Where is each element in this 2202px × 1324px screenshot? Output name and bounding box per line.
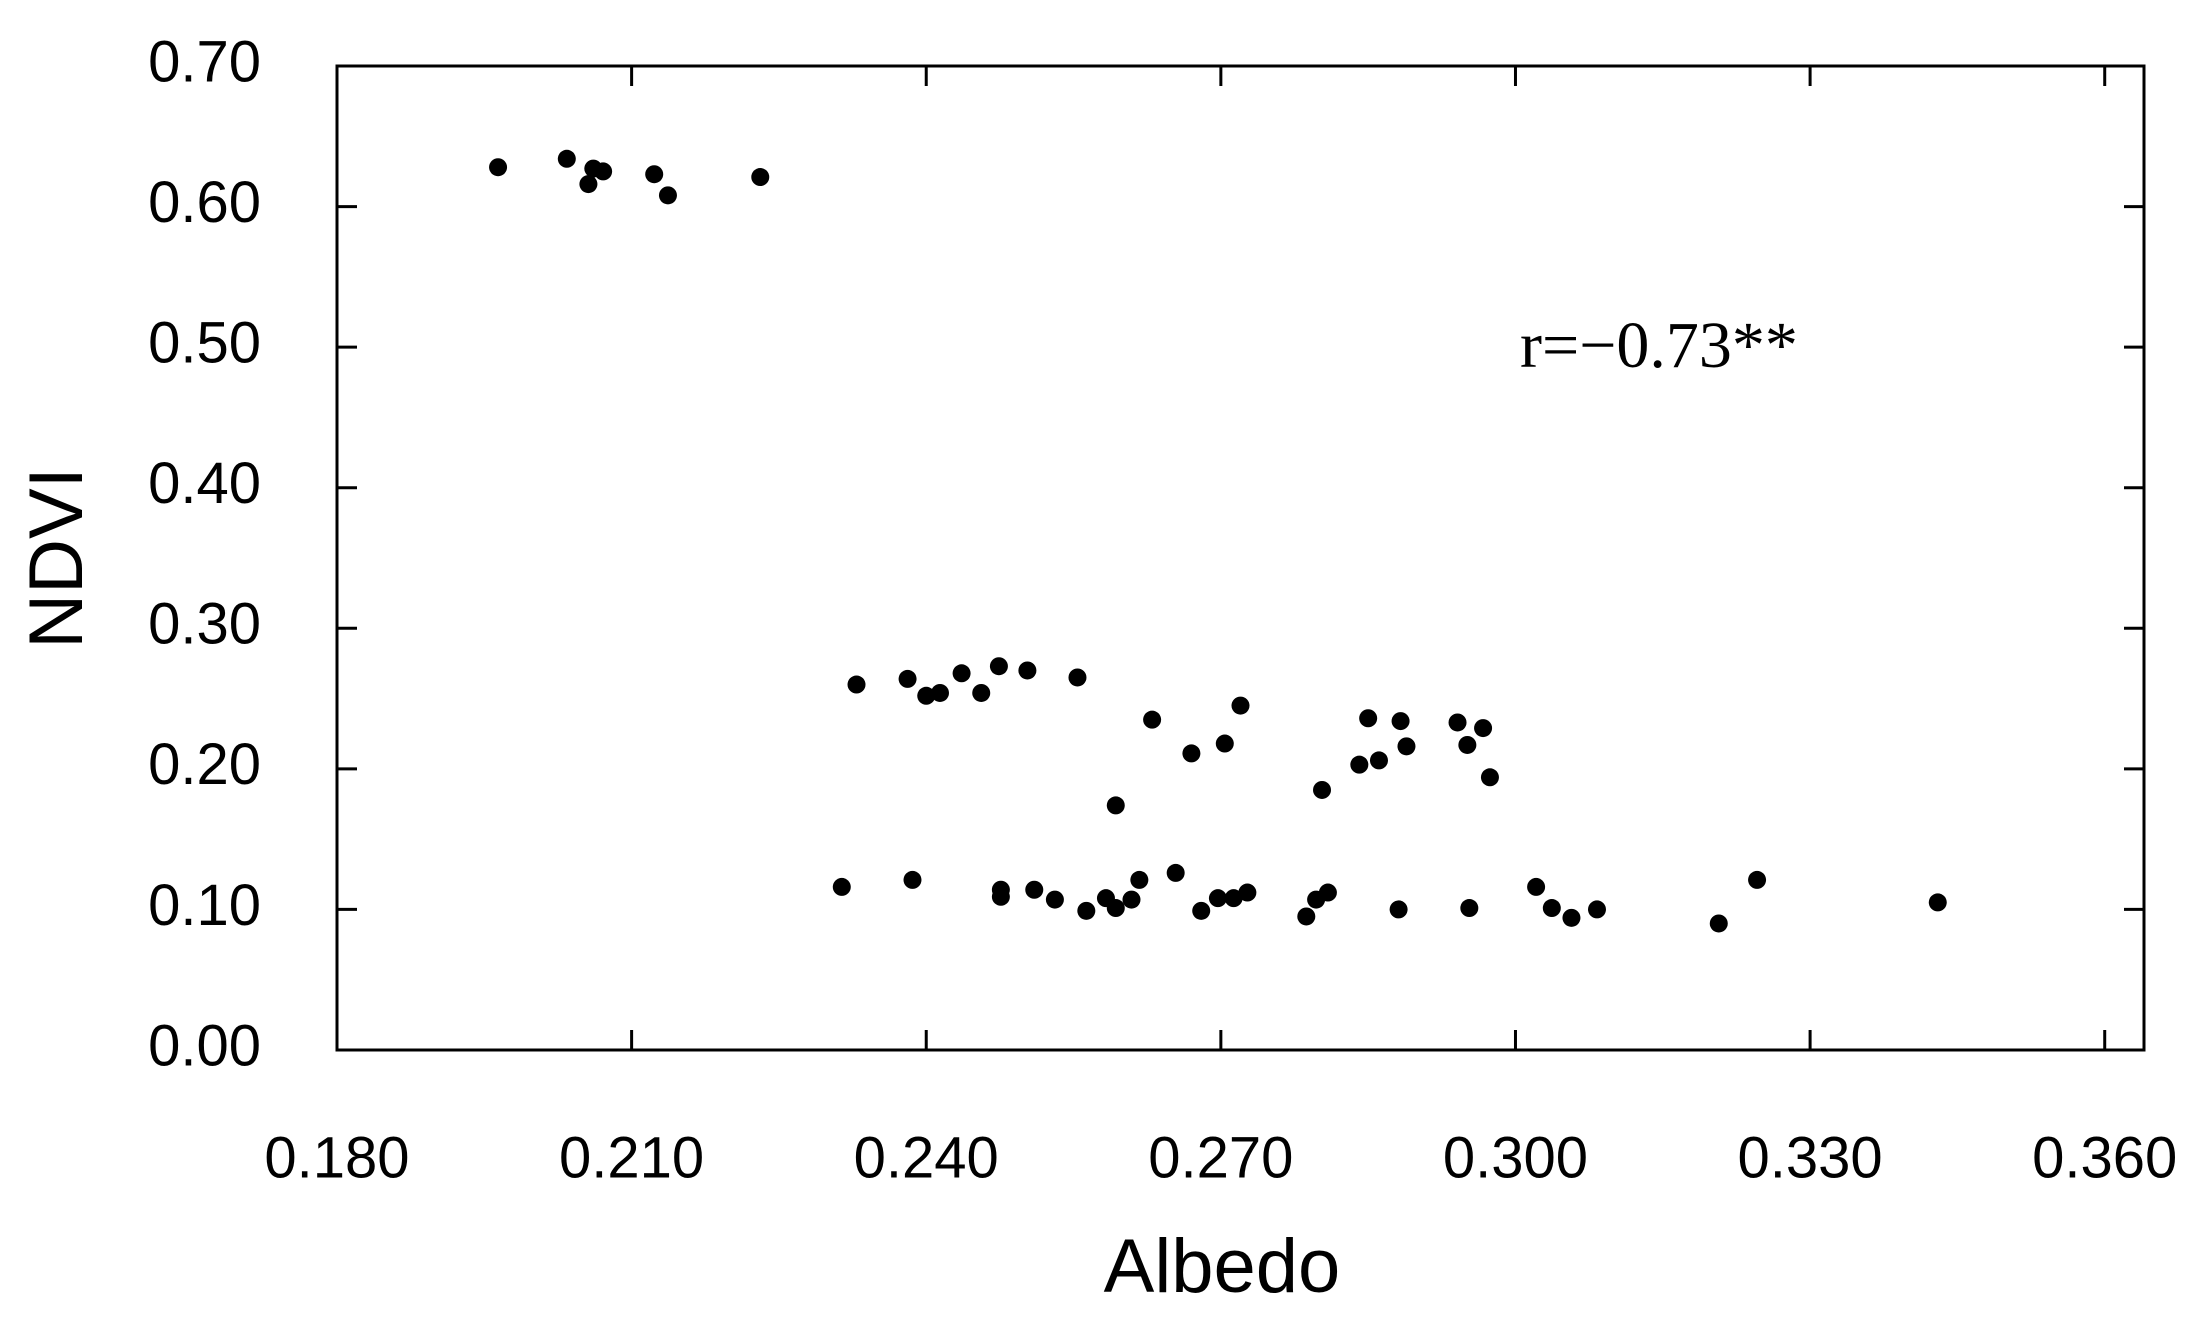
point [989,657,1008,676]
point [1391,712,1410,731]
point [1542,899,1561,918]
point [1318,883,1337,902]
point [1106,796,1125,815]
point [1018,661,1037,680]
x-tick-label: 0.180 [264,1125,409,1190]
point [1231,696,1250,715]
point [1359,709,1378,728]
point [1208,889,1227,908]
point [1122,890,1141,909]
point [1748,870,1767,889]
x-tick-label: 0.270 [1148,1125,1293,1190]
point [1166,863,1185,882]
x-tick-label: 0.240 [854,1125,999,1190]
point [557,149,576,168]
point [898,669,917,688]
x-tick-label: 0.210 [559,1125,704,1190]
point [917,686,936,705]
point [1068,668,1087,687]
x-tick-label: 0.330 [1738,1125,1883,1190]
point [658,186,677,205]
point [489,158,508,177]
point [1928,893,1947,912]
y-tick-label: 0.40 [148,451,261,516]
y-tick-label: 0.00 [148,1013,261,1078]
point [991,887,1010,906]
point [1350,755,1369,774]
point [1474,719,1493,738]
point [1130,870,1149,889]
point [952,664,971,683]
y-tick-label: 0.60 [148,170,261,235]
point [1077,901,1096,920]
y-tick-label: 0.20 [148,732,261,797]
y-tick-label: 0.70 [148,29,261,94]
point [930,683,949,702]
point [1397,737,1416,756]
point [1025,880,1044,899]
point [1458,735,1477,754]
point [1562,908,1581,927]
point [1106,899,1125,918]
point [1192,901,1211,920]
y-tick-label: 0.10 [148,873,261,938]
point [1215,734,1234,753]
annotation: r=−0.73** [1520,309,1798,382]
point [847,675,866,694]
point [645,165,664,184]
point [903,870,922,889]
point [972,683,991,702]
point [832,877,851,896]
point [594,162,613,181]
point [1587,900,1606,919]
point [1709,914,1728,933]
point [1045,890,1064,909]
point [1480,768,1499,787]
point [1389,900,1408,919]
y-tick-label: 0.30 [148,592,261,657]
point [1460,899,1479,918]
point [751,168,770,187]
point [1369,751,1388,770]
point [1313,780,1332,799]
y-axis-title: NDVI [14,467,99,649]
x-tick-label: 0.360 [2032,1125,2177,1190]
plot-frame [335,64,2146,1052]
point [1448,713,1467,732]
point [579,175,598,194]
x-tick-label: 0.300 [1443,1125,1588,1190]
point [1297,907,1316,926]
point [1224,889,1243,908]
x-axis-title: Albedo [1104,1224,1341,1309]
point [1143,710,1162,729]
point [1182,744,1201,763]
y-tick-label: 0.50 [148,310,261,375]
point [1238,883,1257,902]
point [1527,877,1546,896]
